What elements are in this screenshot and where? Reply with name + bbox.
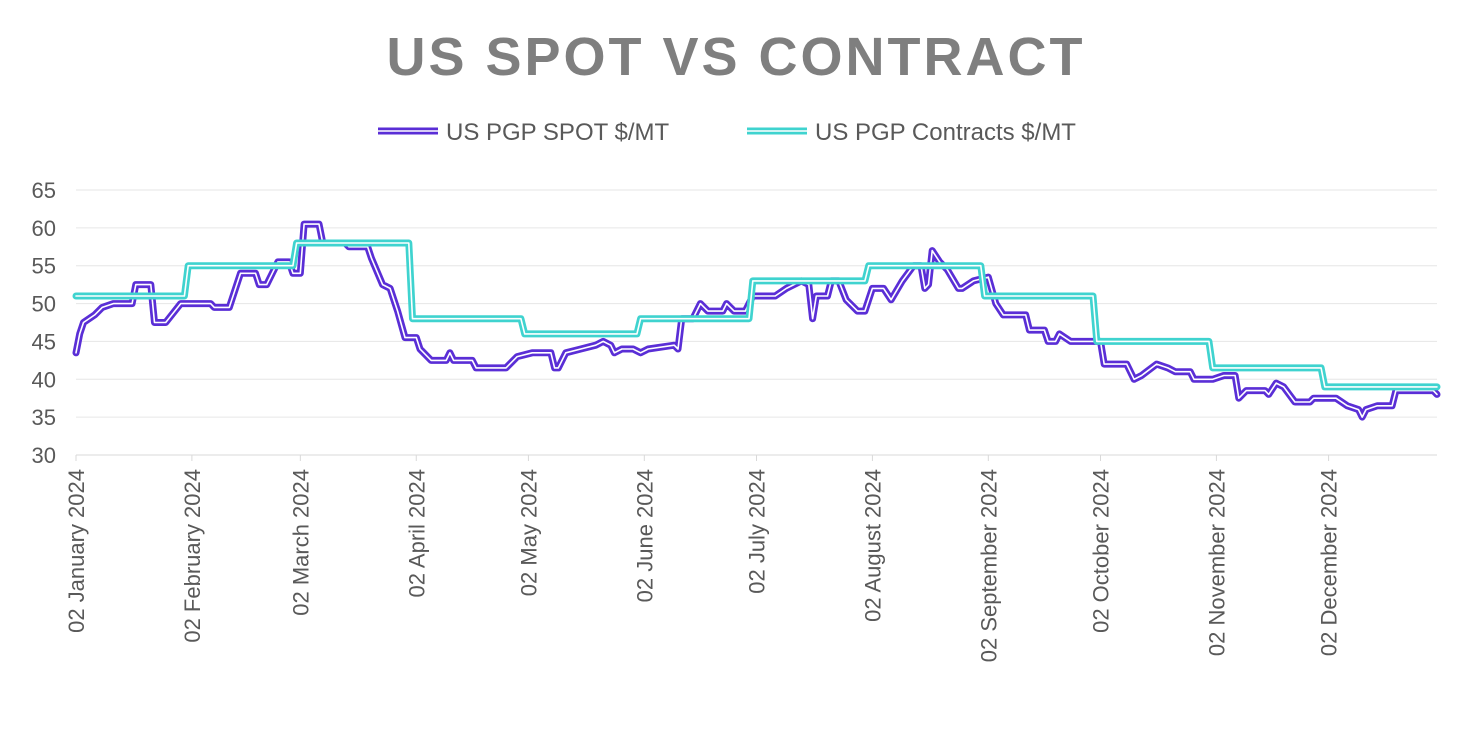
series-line-spot[interactable] xyxy=(72,220,1441,421)
y-tick-label: 55 xyxy=(32,254,56,279)
gridlines xyxy=(76,189,1437,456)
x-axis-ticks: 02 January 2024 02 February 2024 02 March … xyxy=(64,455,1342,662)
x-tick-label: 02 May 2024 xyxy=(516,469,541,596)
y-tick-label: 60 xyxy=(32,216,56,241)
x-tick-label: 02 February 2024 xyxy=(180,469,205,643)
x-tick-label: 02 January 2024 xyxy=(64,469,89,633)
x-tick-label: 02 November 2024 xyxy=(1204,469,1229,656)
x-tick-label: 02 June 2024 xyxy=(632,469,657,602)
y-tick-label: 40 xyxy=(32,367,56,392)
chart-title: US SPOT VS CONTRACT xyxy=(386,27,1085,87)
x-tick-label: 02 December 2024 xyxy=(1317,469,1342,656)
y-tick-label: 35 xyxy=(32,405,56,430)
series-line-contracts-core xyxy=(75,242,1438,388)
y-tick-label: 30 xyxy=(32,443,56,468)
series-line-spot-core xyxy=(75,223,1438,418)
y-tick-label: 50 xyxy=(32,292,56,317)
legend-label-spot: US PGP SPOT $/MT xyxy=(446,119,670,146)
y-tick-label: 45 xyxy=(32,329,56,354)
legend-entry-spot[interactable]: US PGP SPOT $/MT xyxy=(378,119,670,146)
x-tick-label: 02 September 2024 xyxy=(976,469,1001,662)
x-tick-label: 02 April 2024 xyxy=(404,469,429,597)
legend-entry-contracts[interactable]: US PGP Contracts $/MT xyxy=(747,119,1076,146)
y-tick-label: 65 xyxy=(32,178,56,203)
x-tick-label: 02 October 2024 xyxy=(1088,469,1113,633)
series-line-contracts[interactable] xyxy=(72,239,1441,391)
x-tick-label: 02 July 2024 xyxy=(745,469,770,594)
x-tick-label: 02 March 2024 xyxy=(288,469,313,616)
y-axis-ticks: 65 60 55 50 45 40 35 30 xyxy=(32,178,56,468)
series-lines xyxy=(72,220,1441,421)
legend-label-contracts: US PGP Contracts $/MT xyxy=(815,119,1076,146)
legend: US PGP SPOT $/MT US PGP Contracts $/MT xyxy=(378,119,1076,146)
x-tick-label: 02 August 2024 xyxy=(860,469,885,622)
